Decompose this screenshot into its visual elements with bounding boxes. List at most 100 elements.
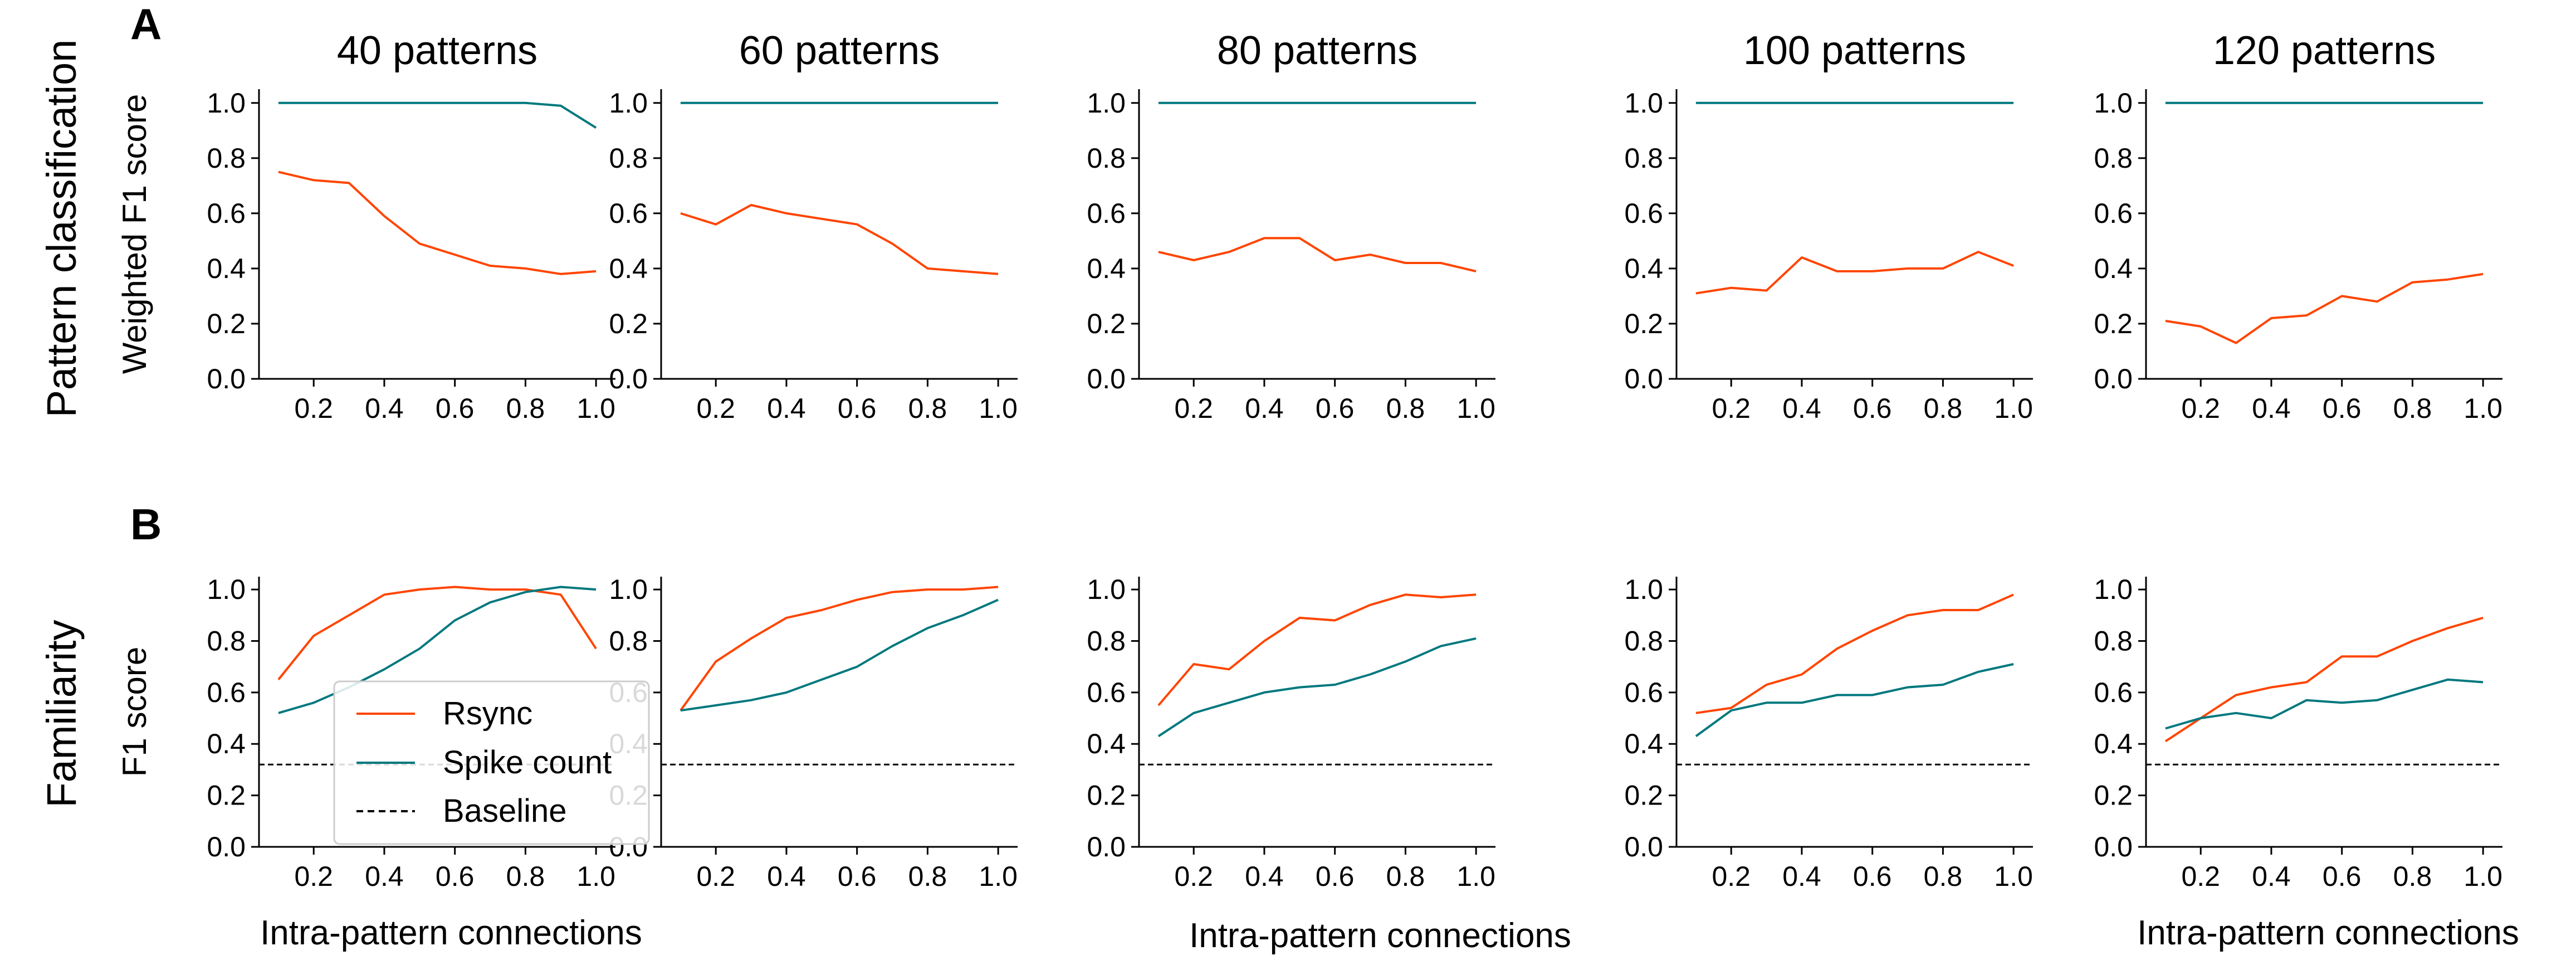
y-axis-label: Weighted F1 score [116, 94, 153, 374]
x-tick-label: 0.6 [436, 393, 475, 424]
legend-spike-count-label: Spike count [443, 744, 612, 781]
x-tick-label: 0.2 [1712, 393, 1751, 424]
y-tick-label: 0.8 [207, 143, 246, 174]
x-tick-label: 1.0 [2463, 861, 2502, 892]
series-line-spike-count [1695, 663, 2014, 738]
y-tick-label: 1.0 [1087, 574, 1126, 605]
x-tick-label: 0.4 [1782, 861, 1821, 892]
y-tick-label: 0.8 [609, 625, 648, 656]
y-tick-label: 0.2 [1087, 780, 1126, 811]
x-tick-label: 1.0 [979, 861, 1018, 892]
panel-title: 40 patterns [337, 28, 537, 73]
axis-spines [2145, 577, 2502, 848]
axis-spines [1138, 577, 1495, 848]
x-tick-label: 1.0 [1994, 393, 2033, 424]
x-tick-label: 1.0 [576, 393, 615, 424]
x-tick-label: 0.8 [1924, 861, 1963, 892]
y-tick-label: 0.2 [1624, 308, 1663, 339]
series-line-rsync [278, 170, 597, 275]
x-tick-label: 0.2 [696, 861, 735, 892]
series-line-rsync [680, 586, 999, 711]
x-tick-label: 0.8 [1386, 393, 1425, 424]
panel-3: 0.0 0.2 0.4 0.6 0.8 1.0 0.2 0.4 0.6 0.8 1.0 80 patt… [1087, 28, 1495, 424]
x-tick-label: 0.2 [2181, 861, 2220, 892]
panel-5: 0.0 0.2 0.4 0.6 0.8 1.0 0.2 0.4 0.6 0.8 1.0 120 pat… [2094, 28, 2502, 424]
y-tick-label: 1.0 [2094, 574, 2133, 605]
y-tick-label: 0.8 [207, 625, 246, 656]
x-tick-label: 0.4 [1245, 393, 1284, 424]
x-tick-label: 0.4 [767, 393, 806, 424]
series-line-rsync [1157, 593, 1477, 706]
y-tick-label: 0.0 [207, 363, 246, 394]
y-tick-label: 0.8 [2094, 625, 2133, 656]
panel-7: 0.00.20.40.60.81.00.20.40.60.81.0 [609, 574, 1018, 892]
x-tick-label: 0.2 [696, 393, 735, 424]
panel-letter-a: A [130, 0, 162, 48]
x-tick-label: 0.4 [1245, 861, 1284, 892]
y-tick-label: 1.0 [609, 574, 648, 605]
series-line-rsync [1158, 237, 1477, 272]
y-tick-label: 1.0 [207, 87, 246, 119]
panel-2: 0.0 0.2 0.4 0.6 0.8 1.0 0.2 0.4 0.6 0.8 1.0 60 patt… [609, 28, 1018, 424]
x-tick-label: 1.0 [2463, 393, 2502, 424]
row-label-pattern-classification: Pattern classification [38, 40, 85, 418]
series-line-spike-count [2165, 678, 2484, 730]
y-tick-label: 0.2 [1624, 780, 1663, 811]
x-tick-label: 0.8 [1924, 393, 1963, 424]
y-tick-label: 0.8 [1087, 143, 1126, 174]
x-tick-label: 0.6 [436, 861, 475, 892]
panel-title: 80 patterns [1217, 28, 1417, 73]
panel-letter-b: B [130, 500, 162, 549]
x-axis-label: Intra-pattern connections [260, 914, 642, 952]
x-tick-label: 0.2 [294, 393, 333, 424]
y-tick-label: 0.4 [2094, 253, 2133, 284]
axis-spines [1138, 89, 1495, 380]
y-tick-label: 0.8 [1087, 625, 1126, 656]
chart-panels: 0.0 0.2 0.4 0.6 0.8 1.0 0.2 0.4 0.6 0.8 1.0 40 patt… [116, 28, 2519, 955]
x-tick-label: 1.0 [979, 393, 1018, 424]
axis-spines [660, 89, 1018, 380]
y-tick-label: 0.6 [609, 198, 648, 229]
y-tick-label: 0.8 [1624, 625, 1663, 656]
panel-4: 0.0 0.2 0.4 0.6 0.8 1.0 0.2 0.4 0.6 0.8 1.0 100 pat… [1624, 28, 2033, 424]
y-tick-label: 1.0 [1624, 87, 1663, 119]
y-tick-label: 1.0 [1087, 87, 1126, 119]
series-line-rsync [277, 586, 597, 681]
panel-8: 0.0 0.2 0.4 0.6 0.8 1.0 0.2 0.4 0.6 0.8 1.0 [1087, 574, 1495, 892]
x-tick-label: 0.8 [908, 861, 947, 892]
y-tick-label: 0.2 [2094, 308, 2133, 339]
y-tick-label: 0.4 [1624, 728, 1663, 759]
panel-6: 0.0 0.2 0.4 0.6 0.8 1.0 0.2 0.4 0.6 0.8 1.0 F1 scor… [116, 574, 615, 892]
axis-spines [258, 89, 615, 380]
panel-10: 0.0 0.2 0.4 0.6 0.8 1.0 0.2 0.4 0.6 0.8 1.0 [2094, 574, 2502, 892]
y-axis-label: F1 score [116, 647, 153, 777]
y-tick-label: 0.4 [1624, 253, 1663, 284]
x-axis-label: Intra-pattern connections [2137, 914, 2519, 952]
series-line-rsync [1695, 251, 2014, 295]
x-tick-label: 0.8 [1386, 861, 1425, 892]
y-tick-label: 0.2 [1087, 308, 1126, 339]
y-tick-label: 0.0 [1087, 363, 1126, 394]
x-tick-label: 0.6 [1853, 861, 1892, 892]
y-tick-label: 0.0 [1624, 831, 1663, 862]
x-tick-label: 0.2 [1174, 393, 1213, 424]
y-tick-label: 0.6 [2094, 198, 2133, 229]
legend-rsync-label: Rsync [443, 695, 532, 732]
x-tick-label: 0.6 [2323, 861, 2362, 892]
series-line-rsync [1695, 593, 2014, 714]
y-tick-label: 1.0 [207, 574, 246, 605]
x-tick-label: 0.2 [2181, 393, 2220, 424]
x-tick-label: 1.0 [1456, 393, 1495, 424]
x-tick-label: 0.6 [1853, 393, 1892, 424]
legend: Rsync Spike count Baseline [333, 680, 650, 845]
x-tick-label: 0.4 [365, 393, 404, 424]
axis-spines [660, 577, 1018, 848]
y-tick-label: 0.6 [1087, 677, 1126, 708]
x-tick-label: 0.6 [838, 393, 877, 424]
y-tick-label: 0.6 [1624, 198, 1663, 229]
x-axis-label: Intra-pattern connections [1189, 916, 1571, 955]
x-tick-label: 1.0 [1994, 861, 2033, 892]
panel-9: 0.0 0.2 0.4 0.6 0.8 1.0 0.2 0.4 0.6 0.8 1.0 [1624, 574, 2033, 892]
series-line-rsync [2165, 272, 2484, 344]
